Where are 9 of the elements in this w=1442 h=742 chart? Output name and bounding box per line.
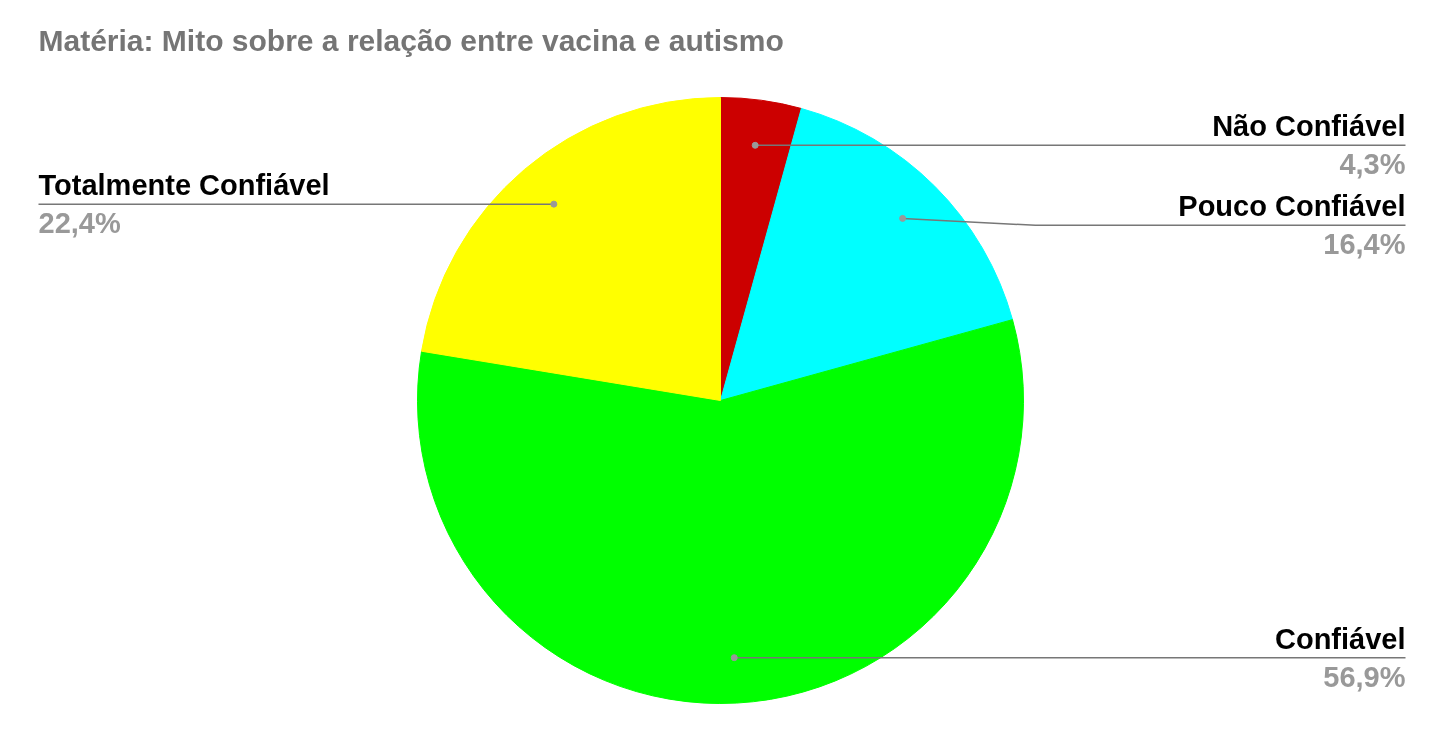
slice-label: Não Confiável <box>1212 110 1406 143</box>
data-label: 4,3% <box>1339 148 1406 181</box>
slice-label: Totalmente Confiável <box>38 169 330 202</box>
data-label: 56,9% <box>1323 660 1406 693</box>
data-label: 16,4% <box>1323 228 1406 261</box>
chart-title: Matéria: Mito sobre a relação entre vacina e autismo <box>38 24 784 57</box>
slice-label: Pouco Confiável <box>1178 190 1406 223</box>
data-label: 22,4% <box>38 207 121 240</box>
slice-label: Confiável <box>1274 622 1406 655</box>
